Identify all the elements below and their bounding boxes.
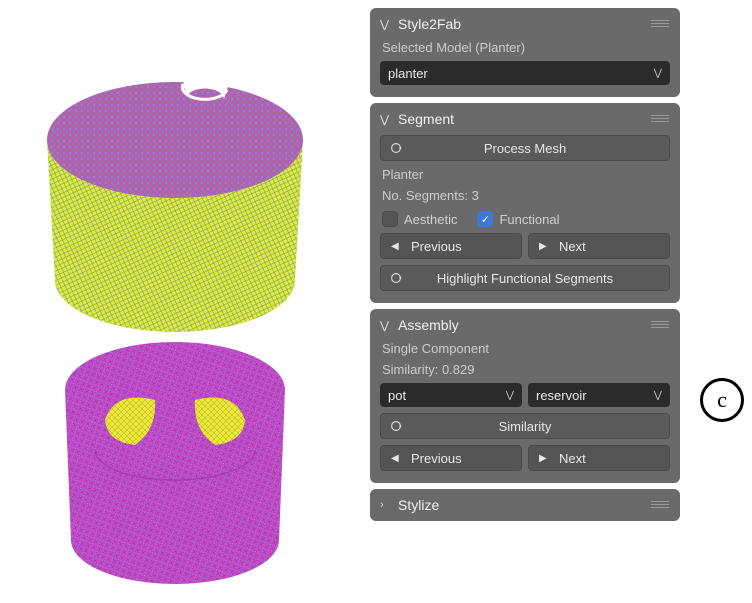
mesh-top	[47, 75, 303, 332]
annotation-letter: c	[717, 387, 727, 413]
component-label: Single Component	[382, 341, 670, 356]
mesh-icon	[389, 271, 403, 285]
button-label: Process Mesh	[484, 141, 566, 156]
chevron-down-icon: ⋁	[380, 319, 394, 332]
button-label: Highlight Functional Segments	[437, 271, 613, 286]
process-mesh-button[interactable]: Process Mesh	[380, 135, 670, 161]
panel-header-segment[interactable]: ⋁ Segment	[380, 111, 670, 127]
checkbox-label: Aesthetic	[404, 212, 457, 227]
mesh-icon	[389, 141, 403, 155]
button-label: Previous	[411, 239, 462, 254]
mesh-icon	[389, 419, 403, 433]
chevron-down-icon: ⋁	[654, 68, 662, 79]
grip-icon[interactable]	[650, 113, 670, 123]
checkbox-label: Functional	[499, 212, 559, 227]
panel-title: Style2Fab	[398, 16, 461, 32]
panel-title: Stylize	[398, 497, 439, 513]
aesthetic-checkbox[interactable]: Aesthetic	[382, 211, 457, 227]
dropdown-value: pot	[388, 388, 406, 403]
viewport-3d[interactable]	[0, 0, 360, 600]
panel-header-stylize[interactable]: › Stylize	[380, 497, 670, 513]
checkbox-box	[382, 211, 398, 227]
panel-header-style2fab[interactable]: ⋁ Style2Fab	[380, 16, 670, 32]
chevron-down-icon: ⋁	[654, 390, 662, 401]
chevron-down-icon: ⋁	[380, 18, 394, 31]
assembly-next-button[interactable]: ▶ Next	[528, 445, 670, 471]
previous-button[interactable]: ◀ Previous	[380, 233, 522, 259]
dropdown-a[interactable]: pot ⋁	[380, 383, 522, 407]
grip-icon[interactable]	[650, 499, 670, 509]
selected-model-label: Selected Model (Planter)	[382, 40, 670, 55]
next-button[interactable]: ▶ Next	[528, 233, 670, 259]
chevron-right-icon: ›	[380, 499, 394, 511]
chevron-down-icon: ⋁	[380, 113, 394, 126]
triangle-left-icon: ◀	[391, 241, 401, 252]
highlight-functional-button[interactable]: Highlight Functional Segments	[380, 265, 670, 291]
grip-icon[interactable]	[650, 18, 670, 28]
button-label: Next	[559, 451, 586, 466]
assembly-previous-button[interactable]: ◀ Previous	[380, 445, 522, 471]
panel-segment: ⋁ Segment Process Mesh Planter No. Segme…	[370, 103, 680, 303]
segments-count: No. Segments: 3	[382, 188, 670, 203]
triangle-left-icon: ◀	[391, 453, 401, 464]
chevron-down-icon: ⋁	[506, 390, 514, 401]
panel-header-assembly[interactable]: ⋁ Assembly	[380, 317, 670, 333]
segment-model-name: Planter	[382, 167, 670, 182]
panel-stack: ⋁ Style2Fab Selected Model (Planter) pla…	[370, 8, 680, 521]
dropdown-value: reservoir	[536, 388, 587, 403]
button-label: Similarity	[499, 419, 552, 434]
panel-style2fab: ⋁ Style2Fab Selected Model (Planter) pla…	[370, 8, 680, 97]
mesh-bottom	[65, 342, 285, 584]
checkbox-box-checked: ✓	[477, 211, 493, 227]
functional-checkbox[interactable]: ✓ Functional	[477, 211, 559, 227]
triangle-right-icon: ▶	[539, 453, 549, 464]
similarity-button[interactable]: Similarity	[380, 413, 670, 439]
panel-title: Segment	[398, 111, 454, 127]
panel-stylize: › Stylize	[370, 489, 680, 521]
similarity-value: Similarity: 0.829	[382, 362, 670, 377]
dropdown-value: planter	[388, 66, 428, 81]
dropdown-b[interactable]: reservoir ⋁	[528, 383, 670, 407]
model-dropdown[interactable]: planter ⋁	[380, 61, 670, 85]
annotation-badge: c	[700, 378, 744, 422]
grip-icon[interactable]	[650, 319, 670, 329]
triangle-right-icon: ▶	[539, 241, 549, 252]
mesh-render	[0, 0, 360, 600]
button-label: Previous	[411, 451, 462, 466]
button-label: Next	[559, 239, 586, 254]
panel-title: Assembly	[398, 317, 459, 333]
panel-assembly: ⋁ Assembly Single Component Similarity: …	[370, 309, 680, 483]
